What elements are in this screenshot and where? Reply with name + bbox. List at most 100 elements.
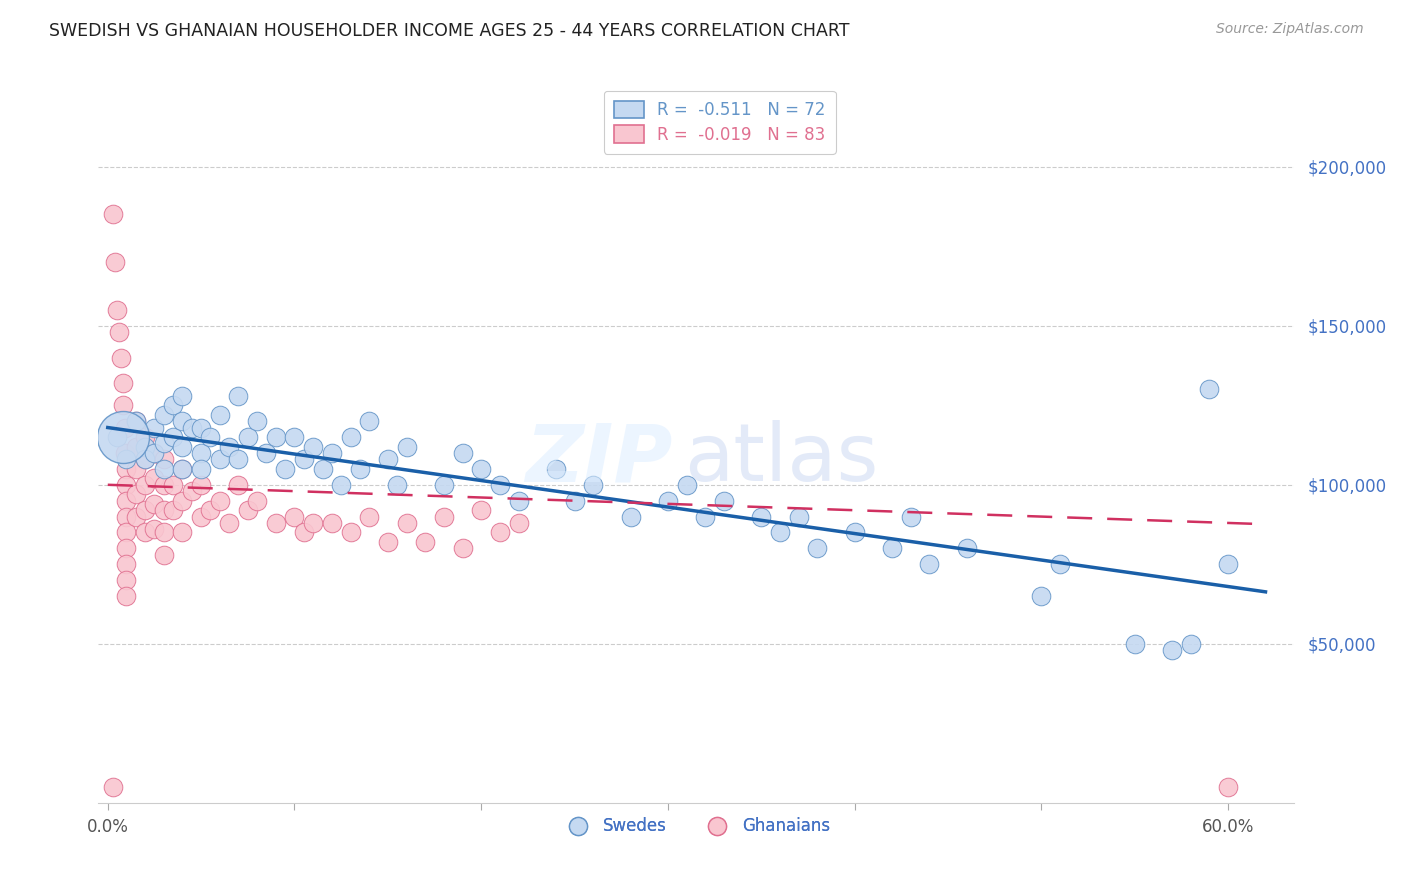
Point <box>451 541 474 556</box>
Point <box>1049 558 1071 572</box>
Point <box>321 516 343 530</box>
Point <box>162 430 184 444</box>
Point <box>489 525 512 540</box>
Point <box>152 408 174 422</box>
Point <box>695 509 717 524</box>
Point <box>152 462 174 476</box>
Point <box>451 446 474 460</box>
Point <box>114 420 136 434</box>
Point <box>1031 589 1053 603</box>
Point <box>395 440 418 454</box>
Text: Source: ZipAtlas.com: Source: ZipAtlas.com <box>1216 22 1364 37</box>
Point <box>470 462 492 476</box>
Point <box>143 497 166 511</box>
Point <box>395 516 418 530</box>
Point <box>330 477 353 491</box>
Point <box>208 493 231 508</box>
Point <box>1161 643 1184 657</box>
Point <box>1218 780 1240 794</box>
Point <box>582 477 605 491</box>
Point <box>880 541 903 556</box>
Point <box>339 430 361 444</box>
Point <box>956 541 979 556</box>
Point <box>218 516 240 530</box>
Point <box>190 462 212 476</box>
Point <box>172 462 194 476</box>
Point <box>125 462 148 476</box>
Point <box>311 462 333 476</box>
Point <box>105 302 128 317</box>
Point <box>152 548 174 562</box>
Point <box>200 430 222 444</box>
Point <box>162 477 184 491</box>
Point <box>134 452 156 467</box>
Point <box>111 376 134 390</box>
Point <box>152 436 174 450</box>
Point <box>508 516 530 530</box>
Point <box>564 493 586 508</box>
Point <box>228 477 250 491</box>
Point <box>321 446 343 460</box>
Point <box>115 541 138 556</box>
Point <box>377 452 399 467</box>
Point <box>620 509 643 524</box>
Point <box>349 462 371 476</box>
Point <box>228 452 250 467</box>
Point <box>918 558 941 572</box>
Point <box>264 516 287 530</box>
Point <box>172 462 194 476</box>
Point <box>544 462 567 476</box>
Point <box>114 446 136 460</box>
Point <box>115 558 138 572</box>
Point <box>377 535 399 549</box>
Point <box>246 493 269 508</box>
Point <box>105 430 128 444</box>
Point <box>172 440 194 454</box>
Point <box>172 389 194 403</box>
Point <box>115 589 138 603</box>
Point <box>152 503 174 517</box>
Point <box>489 477 512 491</box>
Point <box>787 509 810 524</box>
Point <box>134 430 156 444</box>
Point <box>236 503 259 517</box>
Point <box>180 420 202 434</box>
Point <box>152 477 174 491</box>
Point <box>143 471 166 485</box>
Point <box>806 541 828 556</box>
Point <box>900 509 922 524</box>
Point <box>190 509 212 524</box>
Point <box>143 522 166 536</box>
Point <box>256 446 278 460</box>
Point <box>110 351 132 365</box>
Point <box>1180 637 1202 651</box>
Point <box>108 325 131 339</box>
Point <box>274 462 297 476</box>
Point <box>292 452 315 467</box>
Point <box>111 398 134 412</box>
Point <box>103 780 125 794</box>
Point <box>134 525 156 540</box>
Point <box>115 477 138 491</box>
Point <box>152 525 174 540</box>
Point <box>433 477 456 491</box>
Point <box>359 509 381 524</box>
Point <box>115 509 138 524</box>
Point <box>508 493 530 508</box>
Point <box>172 525 194 540</box>
Point <box>190 420 212 434</box>
Text: ZIP: ZIP <box>524 420 672 498</box>
Point <box>143 420 166 434</box>
Point <box>172 414 194 428</box>
Point <box>1198 383 1220 397</box>
Point <box>208 408 231 422</box>
Point <box>134 440 156 454</box>
Text: SWEDISH VS GHANAIAN HOUSEHOLDER INCOME AGES 25 - 44 YEARS CORRELATION CHART: SWEDISH VS GHANAIAN HOUSEHOLDER INCOME A… <box>49 22 849 40</box>
Point <box>246 414 269 428</box>
Point <box>218 440 240 454</box>
Point <box>125 414 148 428</box>
Point <box>125 440 148 454</box>
Point <box>657 493 679 508</box>
Point <box>1123 637 1146 651</box>
Point <box>228 389 250 403</box>
